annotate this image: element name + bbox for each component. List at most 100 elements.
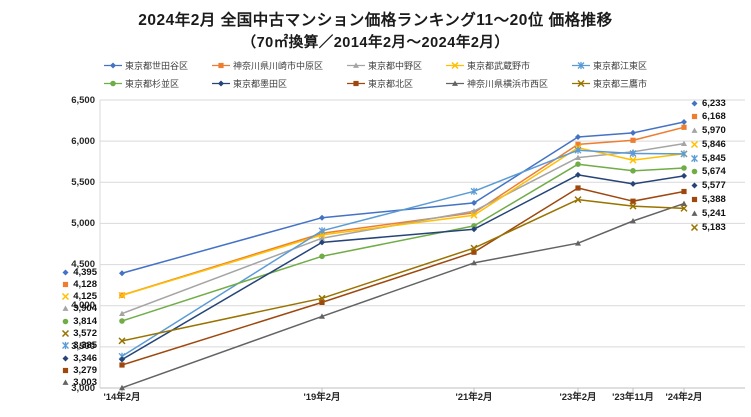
value-label-marker-icon (62, 293, 70, 301)
diamond-marker-icon (119, 356, 125, 363)
value-label-text: 5,846 (702, 138, 726, 150)
legend-item-label: 東京都世田谷区 (124, 61, 188, 71)
asterisk-marker-icon (470, 187, 478, 195)
value-label-text: 3,904 (73, 303, 97, 315)
value-label-text: 3,572 (73, 328, 97, 340)
legend-marker-icon (103, 80, 122, 87)
legend-item: 神奈川県横浜市西区 (446, 77, 548, 90)
square-marker-icon (681, 124, 687, 130)
series-line-7 (121, 187, 685, 366)
x-axis-tick-label: '24年2月 (665, 392, 703, 403)
asterisk-marker-icon (629, 149, 637, 158)
value-label-text: 3,279 (73, 365, 97, 377)
y-axis-tick-label: 3,500 (71, 341, 95, 353)
value-label-text: 4,128 (73, 278, 97, 290)
x-marker-icon (470, 244, 478, 252)
x-axis-tick-label: '14年2月 (103, 392, 141, 403)
triangle-marker-icon (681, 200, 687, 206)
triangle-marker-icon (630, 218, 636, 224)
legend-item-label: 東京都墨田区 (232, 79, 287, 89)
x-marker-icon (680, 204, 688, 212)
value-label-marker-icon (691, 169, 698, 175)
square-marker-icon (630, 198, 636, 204)
square-marker-icon (471, 249, 477, 255)
circle-marker-icon (630, 168, 636, 174)
end-value-label: 5,577 (689, 180, 726, 191)
value-label-text: 6,233 (702, 97, 726, 109)
circle-marker-icon (575, 161, 581, 167)
circle-marker-icon (62, 318, 69, 325)
series-line-3 (121, 146, 685, 297)
series-line-6 (121, 174, 685, 361)
square-marker-icon (681, 188, 687, 195)
square-marker-icon (691, 114, 698, 120)
start-value-label: 3,814 (50, 316, 97, 327)
triangle-marker-icon (119, 310, 125, 316)
circle-marker-icon (319, 253, 325, 260)
legend-item: 東京都杉並区 (103, 77, 188, 90)
value-label-marker-icon (691, 182, 698, 189)
start-value-label: 3,385 (50, 340, 97, 351)
circle-marker-icon (681, 165, 687, 171)
value-label-text: 5,577 (702, 180, 726, 192)
diamond-marker-icon (691, 182, 698, 189)
diamond-marker-icon (681, 172, 687, 179)
triangle-marker-icon (681, 140, 687, 146)
start-value-label: 4,125 (50, 291, 97, 302)
value-label-text: 6,168 (702, 111, 726, 123)
asterisk-marker-icon (318, 227, 326, 235)
value-label-marker-icon (691, 154, 698, 162)
y-axis-tick-label: 4,000 (71, 300, 95, 312)
value-label-marker-icon (691, 210, 698, 216)
triangle-marker-icon (471, 208, 477, 214)
start-value-label: 4,128 (50, 279, 97, 290)
chart-title: 2024年2月 全国中古マンション価格ランキング11～20位 価格推移 (138, 12, 613, 29)
square-marker-icon (218, 62, 224, 69)
value-label-marker-icon (62, 305, 69, 312)
x-marker-icon (318, 294, 326, 302)
legend-marker-icon (211, 80, 230, 87)
value-label-marker-icon (62, 355, 69, 362)
asterisk-marker-icon (577, 61, 585, 70)
diamond-marker-icon (62, 355, 69, 362)
x-marker-icon (577, 79, 585, 88)
value-label-marker-icon (62, 342, 70, 350)
triangle-marker-icon (691, 127, 698, 133)
diamond-marker-icon (681, 119, 687, 125)
square-marker-icon (575, 185, 581, 191)
triangle-marker-icon (575, 240, 581, 246)
x-marker-icon (690, 223, 699, 231)
triangle-marker-icon (691, 210, 698, 216)
end-value-label: 5,845 (689, 153, 726, 164)
series-line-8 (121, 202, 685, 389)
x-marker-icon (118, 291, 126, 299)
start-value-label: 3,279 (50, 365, 97, 376)
value-label-marker-icon (691, 127, 698, 133)
legend-item-label: 東京都江東区 (593, 61, 648, 71)
legend-item: 東京都北区 (346, 77, 422, 90)
square-marker-icon (63, 281, 69, 287)
y-axis-tick-label: 3,000 (71, 382, 95, 394)
y-axis-tick-label: 6,000 (71, 135, 95, 147)
legend: 東京都世田谷区 神奈川県川崎市中原区 東京都中野区 東京都武蔵野市 東京都江東区 東京都杉… (0, 59, 751, 90)
diamond-marker-icon (630, 180, 636, 187)
diamond-marker-icon (319, 239, 325, 246)
legend-item-label: 東京都三鷹市 (593, 79, 648, 89)
x-marker-icon (62, 330, 70, 338)
legend-item: 東京都三鷹市 (572, 77, 647, 90)
end-value-label: 6,233 (689, 98, 726, 109)
value-label-marker-icon (690, 223, 699, 231)
series-line-9 (121, 198, 685, 342)
legend-marker-icon (346, 62, 365, 68)
value-label-marker-icon (62, 330, 70, 338)
value-label-text: 3,003 (73, 377, 97, 389)
legend-item-label: 東京都杉並区 (124, 79, 179, 89)
value-label-marker-icon (63, 368, 69, 374)
value-label-text: 5,183 (702, 221, 726, 233)
circle-marker-icon (110, 80, 116, 87)
x-marker-icon (62, 293, 70, 301)
square-marker-icon (575, 141, 581, 147)
start-value-label: 3,003 (50, 377, 97, 388)
legend-marker-icon (446, 61, 464, 70)
